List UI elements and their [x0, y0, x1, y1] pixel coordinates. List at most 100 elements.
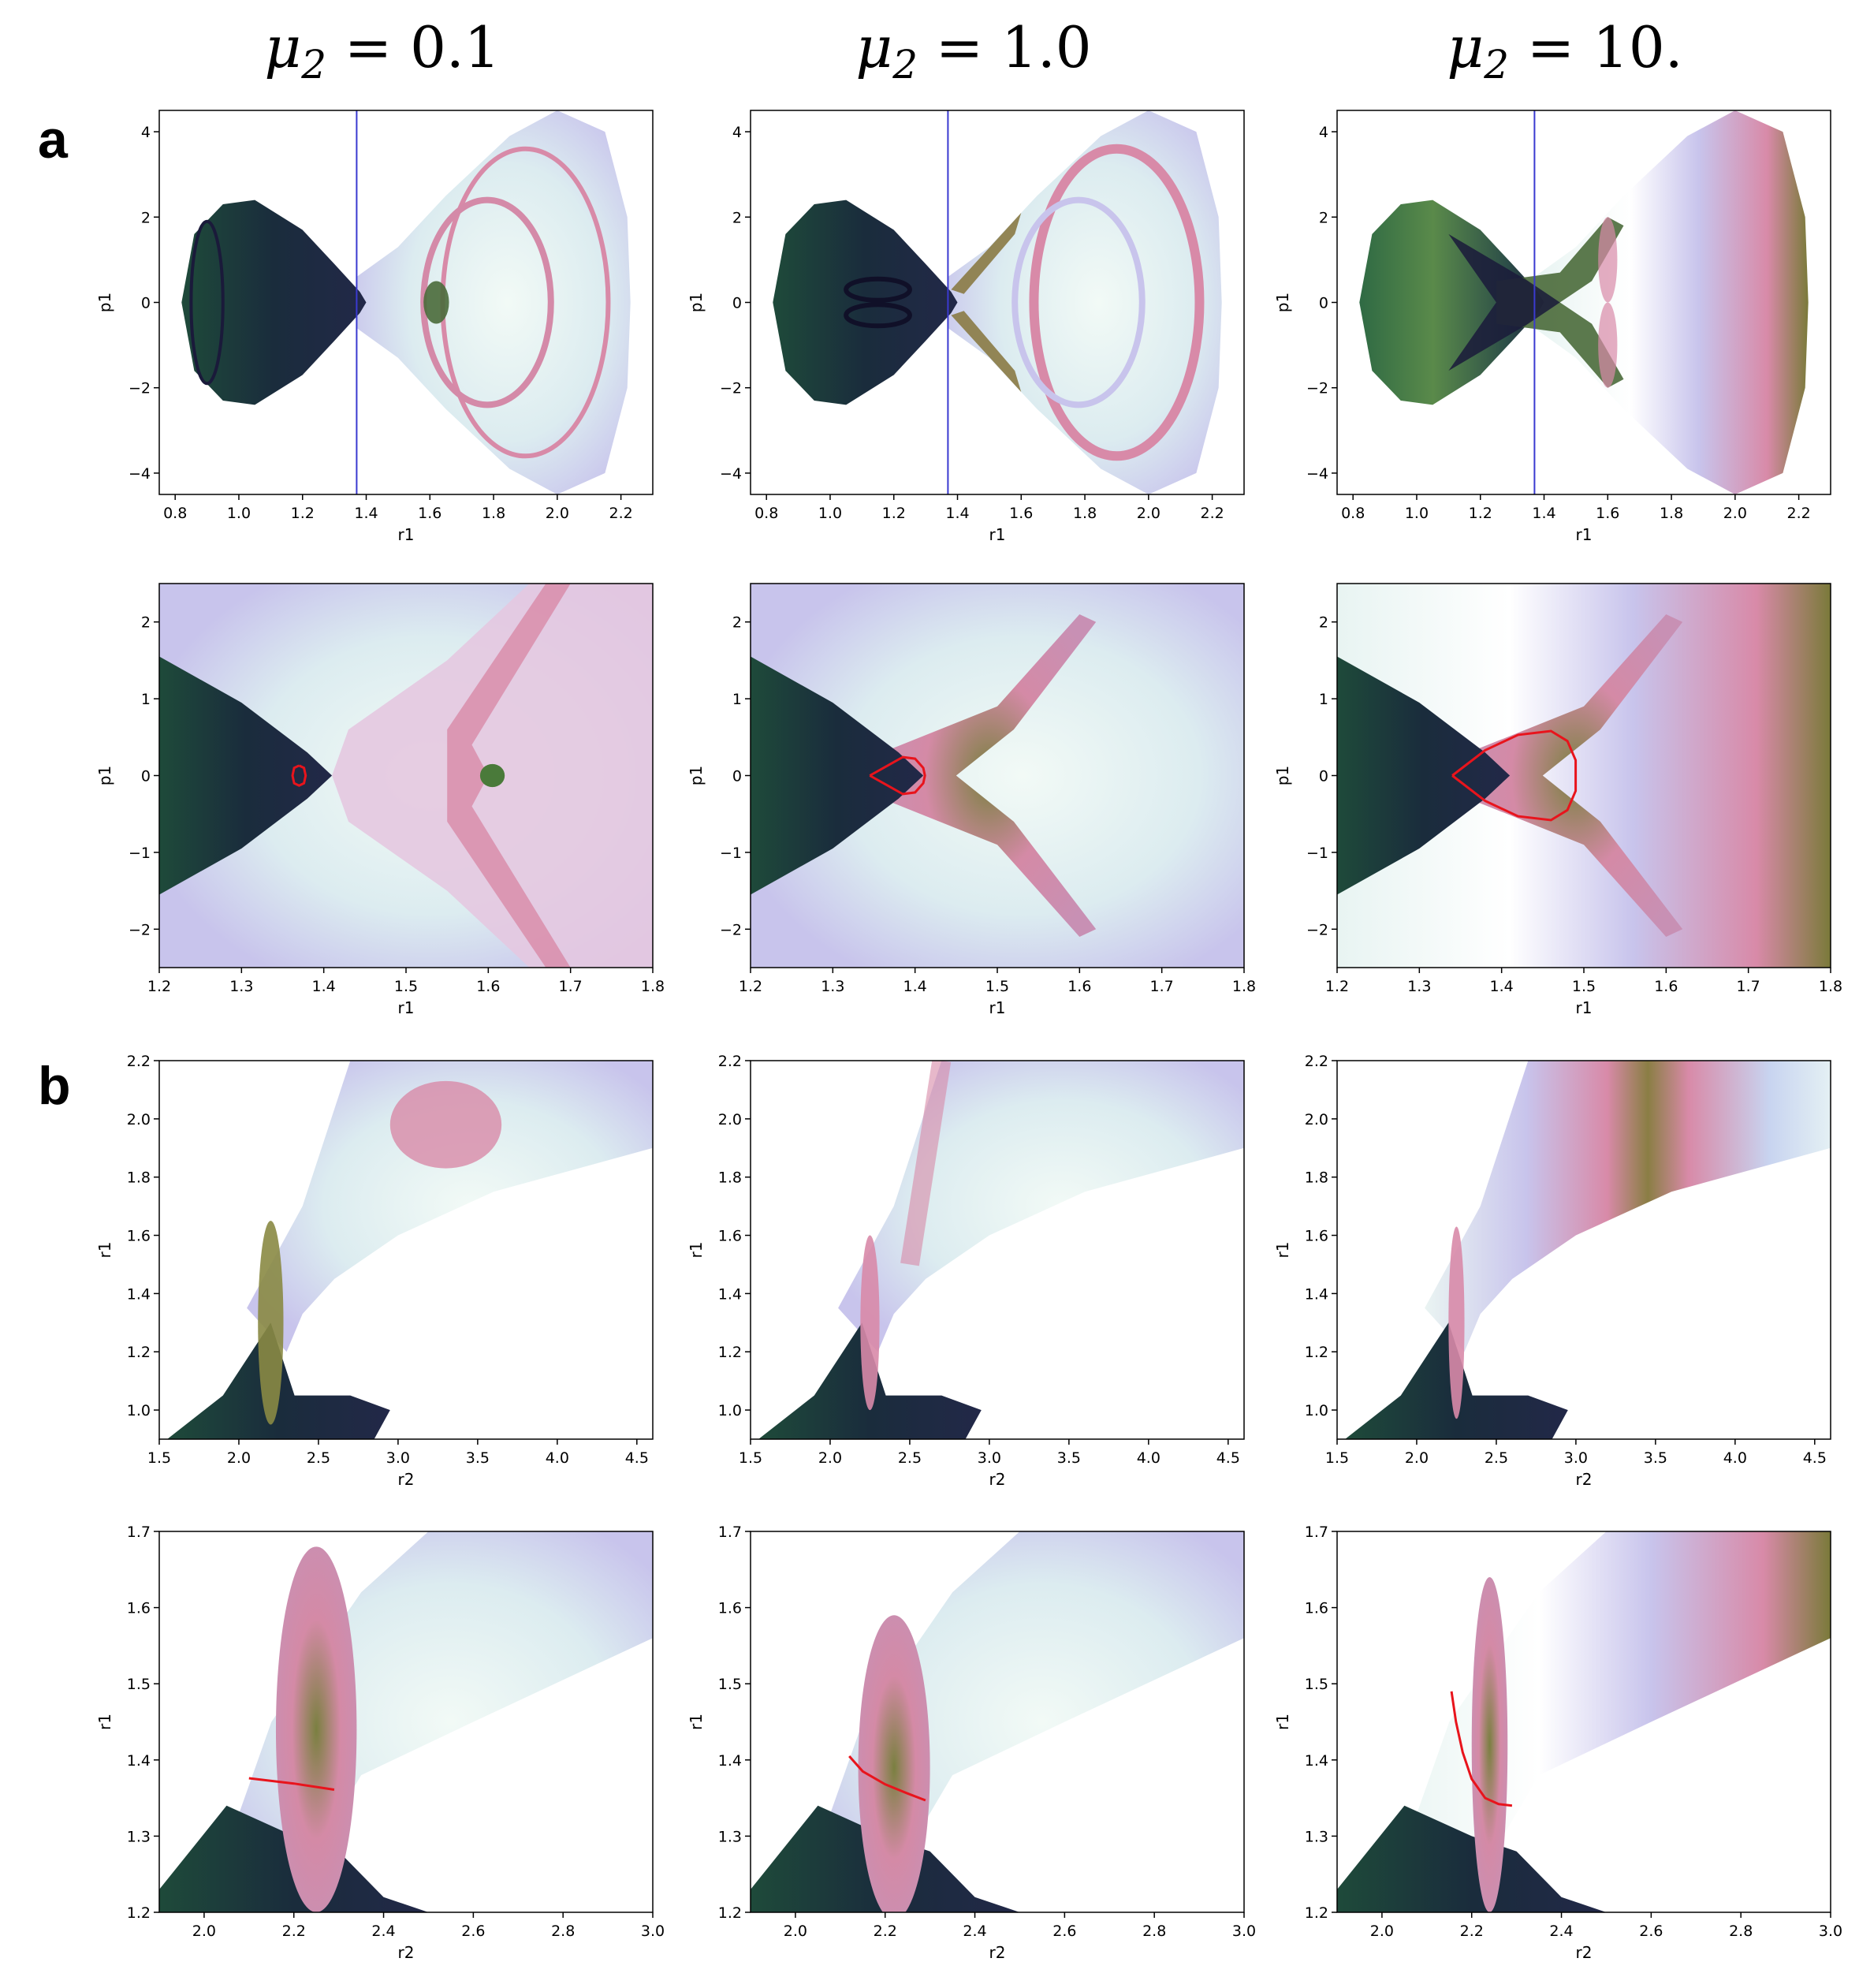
subplot: 2.0 2.2 2.4 2.6 2.8 3.0 1.2 1.3 1.4 1.5 1.6 1.7 r2 r1	[1273, 1524, 1842, 1962]
x-tick-label: 1.6	[476, 978, 500, 995]
x-tick-label: 2.4	[371, 1923, 395, 1940]
lobes	[1468, 614, 1683, 937]
y-tick-label: −1	[720, 845, 742, 862]
y-tick-label: 1.0	[127, 1402, 151, 1419]
x-tick-label: 3.0	[1232, 1923, 1256, 1940]
x-tick-label: 1.2	[291, 505, 315, 522]
y-tick-label: −2	[720, 380, 742, 397]
y-tick-label: 1.8	[127, 1169, 151, 1187]
x-tick-label: 3.5	[1644, 1449, 1667, 1467]
y-axis-label: p1	[687, 766, 706, 785]
x-axis-label: r2	[1576, 1943, 1593, 1962]
lobe	[1448, 1226, 1465, 1419]
y-tick-label: −4	[129, 465, 151, 483]
heatmap-image	[159, 1531, 653, 1912]
heatmap-image	[181, 110, 631, 494]
y-tick-label: 1.4	[718, 1285, 742, 1303]
x-tick-label: 1.7	[559, 978, 583, 995]
x-axis-label: r2	[989, 1470, 1006, 1489]
region-left	[1337, 656, 1511, 895]
region-right	[356, 110, 631, 494]
panel-label-b: b	[38, 1056, 71, 1116]
subplot: 2.0 2.2 2.4 2.6 2.8 3.0 1.2 1.3 1.4 1.5 1.6 1.7 r2 r1	[95, 1524, 665, 1962]
x-tick-label: 1.2	[1469, 505, 1492, 522]
y-tick-label: 1.3	[718, 1828, 742, 1845]
heatmap-image	[1359, 110, 1809, 494]
y-tick-label: 4	[732, 124, 742, 141]
heatmap-image	[1337, 584, 1831, 968]
y-tick-label: 2	[732, 209, 742, 226]
x-tick-label: 0.8	[754, 505, 778, 522]
y-axis-label: p1	[1273, 293, 1292, 312]
x-tick-label: 4.5	[1803, 1449, 1827, 1467]
y-tick-label: 1.6	[1305, 1600, 1328, 1617]
x-tick-label: 2.2	[609, 505, 633, 522]
y-axis-label: p1	[95, 293, 114, 312]
x-tick-label: 3.5	[1057, 1449, 1081, 1467]
node	[479, 763, 505, 788]
y-tick-label: −2	[129, 921, 151, 938]
subplot: 1.2 1.3 1.4 1.5 1.6 1.7 1.8 −2 −1 0 1 2 r1 p1	[687, 583, 1256, 1017]
y-tick-label: 4	[1319, 124, 1328, 141]
y-tick-label: 1.6	[127, 1600, 151, 1617]
x-tick-label: 1.4	[1490, 978, 1514, 995]
subplot: 0.8 1.0 1.2 1.4 1.6 1.8 2.0 2.2 −4 −2 0 2 4 r1 p1	[1273, 110, 1831, 544]
x-tick-label: 0.8	[1341, 505, 1365, 522]
red-curve	[869, 755, 926, 796]
heatmap-image	[751, 584, 1244, 968]
x-tick-label: 1.2	[1325, 978, 1349, 995]
x-tick-label: 2.6	[1052, 1923, 1076, 1940]
x-tick-label: 1.8	[1232, 978, 1256, 995]
x-axis-label: r1	[1576, 525, 1593, 544]
panel-label-a: a	[38, 110, 69, 170]
y-tick-label: 1.6	[1305, 1228, 1328, 1245]
x-tick-label: 2.0	[784, 1923, 807, 1940]
x-tick-label: 3.0	[386, 1449, 410, 1467]
x-tick-label: 1.4	[312, 978, 336, 995]
x-axis-label: r1	[398, 998, 415, 1017]
x-tick-label: 2.2	[1201, 505, 1224, 522]
y-tick-label: −4	[720, 465, 742, 483]
x-tick-label: 3.0	[1819, 1923, 1842, 1940]
y-tick-label: 0	[732, 295, 742, 312]
x-tick-label: 2.2	[874, 1923, 897, 1940]
red-curve	[248, 1777, 335, 1791]
x-tick-label: 1.0	[1405, 505, 1429, 522]
y-tick-label: 1.3	[1305, 1828, 1328, 1845]
subplot: 1.2 1.3 1.4 1.5 1.6 1.7 1.8 −2 −1 0 1 2 r1 p1	[1273, 583, 1842, 1017]
x-axis-label: r1	[989, 525, 1006, 544]
y-tick-label: 1.0	[1305, 1402, 1328, 1419]
island	[389, 1080, 502, 1169]
x-tick-label: 1.5	[1572, 978, 1596, 995]
region-left	[181, 200, 367, 405]
axes-frame	[1336, 1060, 1831, 1440]
y-tick-label: 2.0	[1305, 1111, 1328, 1128]
y-tick-label: −2	[1306, 921, 1328, 938]
y-tick-label: 1.5	[1305, 1676, 1328, 1693]
y-tick-label: 0	[141, 295, 151, 312]
x-tick-label: 4.0	[1137, 1449, 1160, 1467]
x-tick-label: 2.0	[192, 1923, 216, 1940]
upper-region	[247, 1061, 653, 1352]
x-axis-label: r2	[398, 1943, 415, 1962]
x-tick-label: 1.5	[739, 1449, 762, 1467]
subplot: 0.8 1.0 1.2 1.4 1.6 1.8 2.0 2.2 −4 −2 0 2 4 r1 p1	[687, 110, 1245, 544]
y-tick-label: 1.2	[127, 1904, 151, 1922]
x-tick-label: 0.8	[163, 505, 187, 522]
axes-frame	[158, 1531, 654, 1913]
x-tick-label: 2.0	[227, 1449, 251, 1467]
x-tick-label: 1.0	[227, 505, 251, 522]
y-tick-label: 0	[1319, 768, 1328, 785]
band-outer	[1029, 144, 1205, 461]
x-tick-label: 4.5	[1216, 1449, 1240, 1467]
y-tick-label: 1	[1319, 691, 1328, 708]
x-tick-label: 1.8	[1073, 505, 1097, 522]
x-tick-label: 2.2	[1460, 1923, 1484, 1940]
y-axis-label: r1	[95, 1714, 114, 1730]
red-curve	[1451, 729, 1578, 822]
subplot: 1.5 2.0 2.5 3.0 3.5 4.0 4.5 1.0 1.2 1.4 1.6 1.8 2.0 2…	[95, 1053, 654, 1489]
lobe	[858, 1615, 930, 1912]
x-tick-label: 1.0	[818, 505, 842, 522]
arm-down	[951, 311, 1022, 393]
island-bot	[844, 302, 912, 329]
